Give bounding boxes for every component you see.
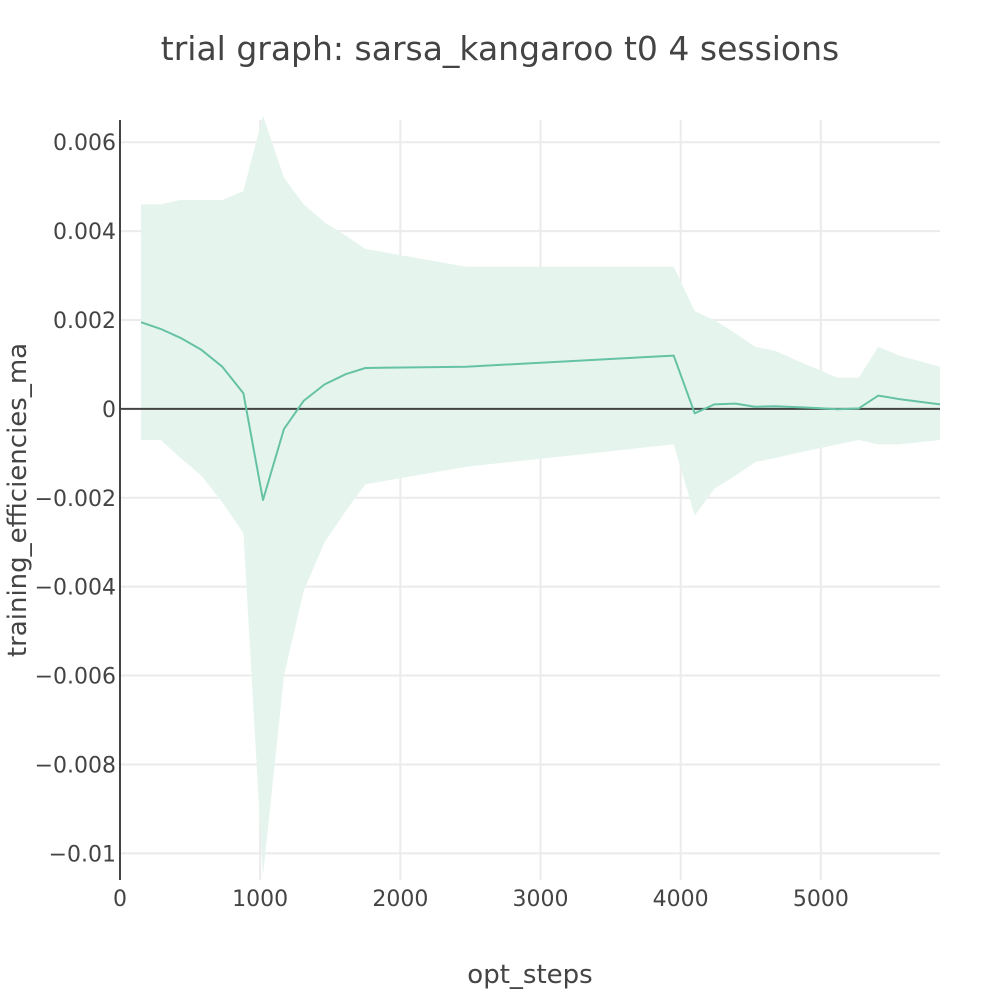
x-tick-label: 3000: [513, 887, 569, 912]
y-tick-label: −0.01: [49, 842, 116, 867]
y-tick-labels: 0.006 0.004 0.002 0 −0.002 −0.004 −0.006 −0.008…: [35, 131, 116, 867]
series-line: [140, 321, 941, 501]
y-tick-label: 0.006: [53, 131, 116, 156]
x-tick-label: 0: [113, 887, 127, 912]
y-tick-label: −0.008: [35, 753, 116, 778]
confidence-band: [141, 115, 940, 876]
y-tick-label: 0: [102, 398, 116, 423]
y-tick-label: 0.004: [53, 220, 116, 245]
x-tick-label: 1000: [232, 887, 288, 912]
y-axis-title: training_efficiencies_ma: [3, 343, 33, 657]
x-axis-title: opt_steps: [467, 960, 592, 990]
x-tick-label: 5000: [793, 887, 849, 912]
x-tick-label: 4000: [653, 887, 709, 912]
y-tick-label: −0.004: [35, 576, 116, 601]
y-tick-label: −0.006: [35, 665, 116, 690]
x-tick-labels: 0 1000 2000 3000 4000 5000: [113, 887, 849, 912]
y-tick-label: 0.002: [53, 309, 116, 334]
x-tick-label: 2000: [372, 887, 428, 912]
y-tick-label: −0.002: [35, 487, 116, 512]
chart-title: trial graph: sarsa_kangaroo t0 4 session…: [161, 29, 839, 68]
